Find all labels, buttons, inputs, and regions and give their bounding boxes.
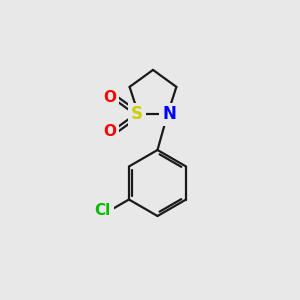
Text: N: N <box>162 105 176 123</box>
Text: O: O <box>103 124 116 139</box>
Text: S: S <box>131 105 143 123</box>
Text: O: O <box>103 90 116 105</box>
Text: Cl: Cl <box>95 203 111 218</box>
